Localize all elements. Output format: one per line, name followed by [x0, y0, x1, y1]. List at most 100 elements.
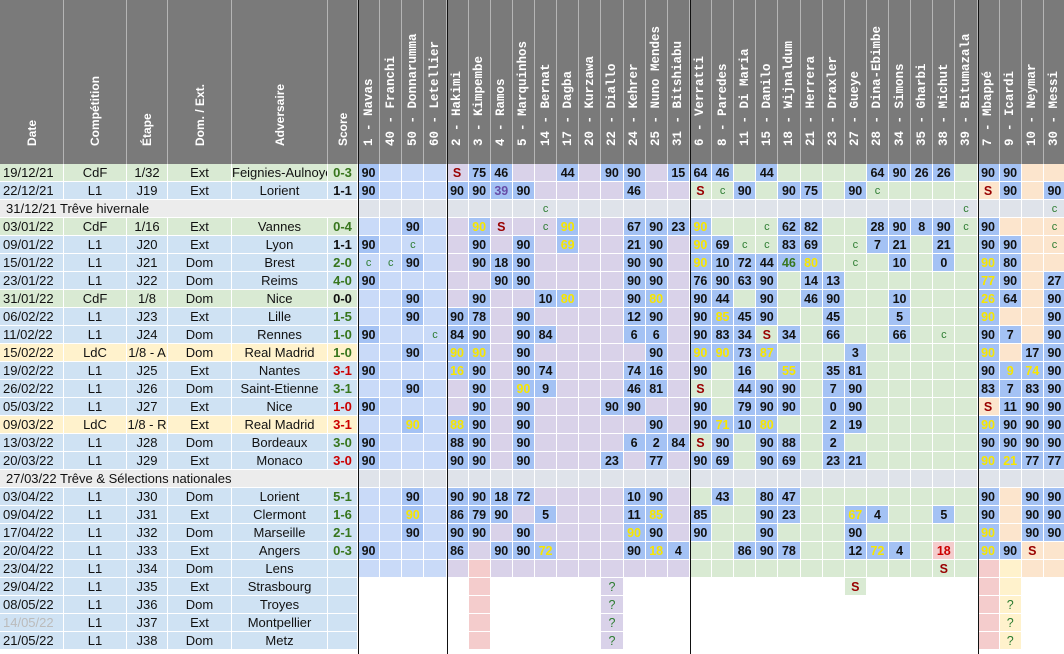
minutes-cell[interactable]: 90 — [468, 236, 491, 254]
minutes-cell[interactable] — [911, 560, 934, 578]
minutes-cell[interactable] — [933, 632, 956, 650]
minutes-cell[interactable] — [579, 344, 602, 362]
header-player[interactable]: 38 - Michut — [933, 0, 956, 164]
minutes-cell[interactable] — [490, 596, 513, 614]
minutes-cell[interactable] — [446, 236, 469, 254]
minutes-cell[interactable]: 10 — [889, 254, 912, 272]
minutes-cell[interactable] — [601, 308, 624, 326]
minutes-cell[interactable]: 90 — [689, 236, 712, 254]
minutes-cell[interactable] — [712, 200, 735, 218]
minutes-cell[interactable]: 90 — [1043, 416, 1064, 434]
minutes-cell[interactable]: 90 — [689, 326, 712, 344]
minutes-cell[interactable] — [535, 416, 558, 434]
header-player[interactable]: 18 - Wijnaldum — [778, 0, 801, 164]
header-player[interactable]: 5 - Marquinhos — [512, 0, 535, 164]
minutes-cell[interactable] — [667, 632, 690, 650]
minutes-cell[interactable]: 90 — [712, 272, 735, 290]
minutes-cell[interactable] — [490, 308, 513, 326]
minutes-cell[interactable] — [667, 308, 690, 326]
minutes-cell[interactable]: 77 — [977, 272, 1000, 290]
minutes-cell[interactable]: c — [955, 218, 978, 236]
minutes-cell[interactable] — [866, 470, 889, 488]
minutes-cell[interactable]: 90 — [512, 344, 535, 362]
minutes-cell[interactable] — [380, 434, 403, 452]
minutes-cell[interactable] — [380, 452, 403, 470]
minutes-cell[interactable] — [889, 380, 912, 398]
header-player[interactable]: 15 - Danilo — [756, 0, 779, 164]
minutes-cell[interactable]: 69 — [778, 452, 801, 470]
minutes-cell[interactable]: 73 — [734, 344, 757, 362]
minutes-cell[interactable]: 90 — [999, 434, 1022, 452]
minutes-cell[interactable] — [1043, 542, 1064, 560]
minutes-cell[interactable] — [667, 254, 690, 272]
minutes-cell[interactable] — [778, 578, 801, 596]
minutes-cell[interactable] — [800, 614, 823, 632]
minutes-cell[interactable] — [380, 164, 403, 182]
minutes-cell[interactable]: 81 — [844, 362, 867, 380]
minutes-cell[interactable] — [1021, 272, 1044, 290]
minutes-cell[interactable] — [689, 596, 712, 614]
header-player[interactable]: 7 - Mbappé — [977, 0, 1000, 164]
minutes-cell[interactable] — [844, 326, 867, 344]
minutes-cell[interactable]: c — [955, 200, 978, 218]
minutes-cell[interactable] — [800, 380, 823, 398]
minutes-cell[interactable] — [977, 614, 1000, 632]
minutes-cell[interactable]: 10 — [889, 290, 912, 308]
minutes-cell[interactable]: 90 — [977, 218, 1000, 236]
minutes-cell[interactable] — [601, 182, 624, 200]
minutes-cell[interactable] — [800, 560, 823, 578]
minutes-cell[interactable] — [822, 488, 845, 506]
minutes-cell[interactable] — [424, 452, 447, 470]
minutes-cell[interactable] — [800, 344, 823, 362]
minutes-cell[interactable] — [689, 560, 712, 578]
minutes-cell[interactable] — [911, 398, 934, 416]
minutes-cell[interactable]: 90 — [889, 218, 912, 236]
minutes-cell[interactable]: 90 — [756, 272, 779, 290]
header-player[interactable]: 40 - Franchi — [380, 0, 403, 164]
minutes-cell[interactable]: 90 — [468, 326, 491, 344]
minutes-cell[interactable]: 90 — [468, 524, 491, 542]
minutes-cell[interactable] — [933, 614, 956, 632]
minutes-cell[interactable] — [911, 272, 934, 290]
minutes-cell[interactable]: 90 — [468, 290, 491, 308]
minutes-cell[interactable]: 76 — [689, 272, 712, 290]
minutes-cell[interactable]: 86 — [446, 542, 469, 560]
minutes-cell[interactable] — [866, 452, 889, 470]
minutes-cell[interactable] — [667, 326, 690, 344]
minutes-cell[interactable]: 90 — [889, 164, 912, 182]
minutes-cell[interactable]: 23 — [667, 218, 690, 236]
minutes-cell[interactable]: 90 — [977, 452, 1000, 470]
minutes-cell[interactable]: 46 — [778, 254, 801, 272]
minutes-cell[interactable] — [358, 308, 381, 326]
minutes-cell[interactable] — [822, 236, 845, 254]
minutes-cell[interactable]: 83 — [1021, 380, 1044, 398]
minutes-cell[interactable] — [446, 218, 469, 236]
minutes-cell[interactable] — [1021, 200, 1044, 218]
minutes-cell[interactable] — [822, 254, 845, 272]
minutes-cell[interactable] — [424, 200, 447, 218]
minutes-cell[interactable] — [866, 272, 889, 290]
minutes-cell[interactable] — [601, 506, 624, 524]
minutes-cell[interactable] — [446, 398, 469, 416]
minutes-cell[interactable]: 88 — [446, 416, 469, 434]
minutes-cell[interactable]: 90 — [756, 398, 779, 416]
minutes-cell[interactable] — [689, 542, 712, 560]
minutes-cell[interactable] — [579, 308, 602, 326]
minutes-cell[interactable]: 90 — [402, 524, 425, 542]
minutes-cell[interactable] — [712, 362, 735, 380]
minutes-cell[interactable]: 90 — [358, 182, 381, 200]
minutes-cell[interactable] — [977, 578, 1000, 596]
minutes-cell[interactable] — [557, 596, 580, 614]
minutes-cell[interactable]: 79 — [468, 506, 491, 524]
minutes-cell[interactable]: 84 — [446, 326, 469, 344]
minutes-cell[interactable]: 23 — [601, 452, 624, 470]
minutes-cell[interactable]: 23 — [822, 452, 845, 470]
minutes-cell[interactable] — [955, 542, 978, 560]
minutes-cell[interactable]: S — [933, 560, 956, 578]
minutes-cell[interactable]: 2 — [822, 416, 845, 434]
minutes-cell[interactable] — [358, 632, 381, 650]
minutes-cell[interactable] — [535, 344, 558, 362]
minutes-cell[interactable]: 80 — [756, 488, 779, 506]
minutes-cell[interactable]: c — [402, 236, 425, 254]
minutes-cell[interactable] — [889, 560, 912, 578]
